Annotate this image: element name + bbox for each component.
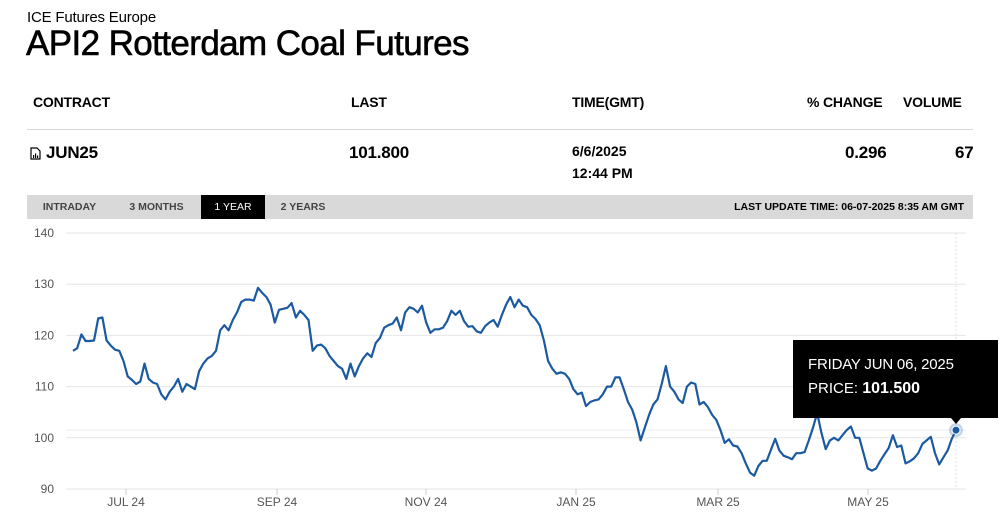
column-header-time: TIME(GMT) [572, 94, 645, 110]
contract-link[interactable]: JUN25 [30, 143, 98, 163]
trade-time: 12:44 PM [572, 165, 633, 181]
x-tick-label: NOV 24 [405, 495, 448, 509]
volume: 67 [955, 143, 974, 162]
price-tooltip: FRIDAY JUN 06, 2025 PRICE: 101.500 [793, 340, 998, 418]
last-price: 101.800 [349, 143, 410, 162]
contract-code: JUN25 [46, 143, 98, 162]
y-tick-label: 120 [34, 328, 54, 342]
tooltip-price-label: PRICE: [808, 380, 859, 397]
x-tick-label: JUL 24 [107, 495, 145, 509]
highlight-point[interactable] [951, 425, 961, 435]
tooltip-date: FRIDAY JUN 06, 2025 [808, 356, 954, 373]
table-divider [27, 129, 973, 130]
y-tick-label: 90 [41, 482, 55, 496]
x-tick-label: JAN 25 [556, 495, 596, 509]
column-header-pct-change: % CHANGE [807, 94, 883, 110]
column-header-contract: CONTRACT [33, 94, 110, 110]
x-tick-label: MAY 25 [847, 495, 889, 509]
y-tick-label: 130 [34, 277, 54, 291]
x-tick-label: MAR 25 [696, 495, 740, 509]
price-line [72, 286, 957, 477]
y-tick-label: 140 [34, 226, 54, 240]
exchange-name: ICE Futures Europe [27, 9, 156, 26]
tab-intraday[interactable]: INTRADAY [42, 201, 97, 213]
tab-2-years[interactable]: 2 YEARS [280, 201, 326, 213]
tooltip-price: PRICE: 101.500 [808, 380, 920, 398]
tooltip-price-value: 101.500 [862, 380, 921, 397]
page-title: API2 Rotterdam Coal Futures [26, 24, 470, 64]
x-axis: JUL 24 SEP 24 NOV 24 JAN 25 MAR 25 MAY 25 [107, 489, 889, 509]
range-tab-bar: INTRADAY 3 MONTHS 1 YEAR 2 YEARS LAST UP… [27, 195, 973, 219]
y-tick-label: 110 [35, 380, 54, 394]
x-tick-label: SEP 24 [257, 495, 298, 509]
tab-1-year[interactable]: 1 YEAR [201, 195, 265, 219]
y-axis: 90 100 110 120 130 140 [34, 226, 54, 496]
column-header-volume: VOLUME [903, 94, 962, 110]
column-header-last: LAST [351, 94, 387, 110]
tooltip-pointer [951, 418, 961, 424]
pct-change: 0.296 [845, 143, 887, 162]
chart-gridlines [66, 232, 966, 490]
chart-document-icon [30, 146, 41, 160]
tab-3-months[interactable]: 3 MONTHS [129, 201, 184, 213]
last-update-time: LAST UPDATE TIME: 06-07-2025 8:35 AM GMT [734, 201, 964, 213]
y-tick-label: 100 [34, 431, 54, 445]
trade-date: 6/6/2025 [572, 143, 627, 159]
